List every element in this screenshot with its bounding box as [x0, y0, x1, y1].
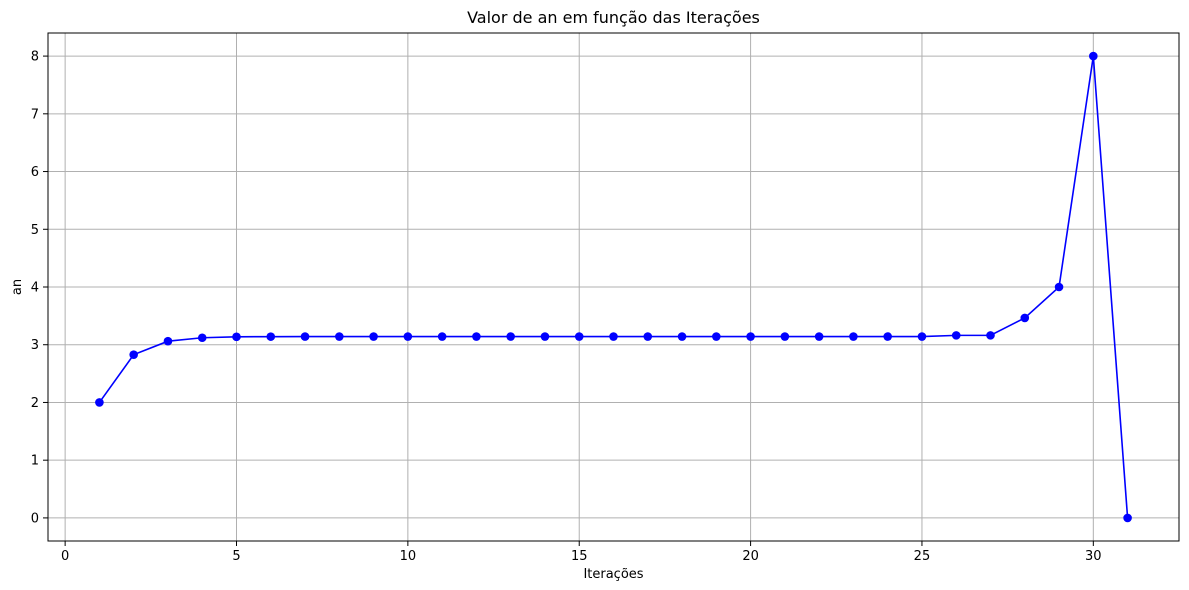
x-tick-label: 25 — [914, 549, 931, 564]
data-point — [1089, 51, 1098, 61]
chart-title: Valor de an em função das Iterações — [467, 8, 760, 27]
data-point — [780, 332, 790, 341]
x-tick-label: 20 — [742, 549, 759, 564]
y-tick-label: 4 — [31, 281, 39, 296]
y-tick-label: 6 — [31, 165, 39, 180]
data-point — [540, 332, 550, 341]
data-point — [712, 332, 721, 341]
plot-frame — [47, 32, 1180, 542]
x-tick-label: 30 — [1085, 549, 1102, 564]
data-point — [883, 332, 892, 341]
data-point — [197, 333, 207, 343]
data-point — [574, 332, 584, 341]
x-tick-label: 10 — [400, 549, 417, 564]
data-point — [986, 331, 995, 340]
data-point — [1020, 313, 1030, 323]
data-point — [369, 332, 378, 341]
x-tick-label: 5 — [232, 549, 240, 564]
x-tick-label: 0 — [61, 549, 69, 564]
data-point — [951, 331, 961, 340]
grid — [48, 33, 1179, 541]
data-point — [472, 332, 481, 341]
y-tick-label: 0 — [31, 511, 39, 526]
data-point — [163, 336, 173, 346]
x-tick-label: 15 — [571, 549, 588, 564]
data-point — [746, 332, 755, 341]
data-point — [917, 332, 927, 341]
y-tick-label: 1 — [31, 454, 39, 469]
data-point — [437, 332, 447, 341]
y-tick-label: 2 — [31, 396, 39, 411]
x-axis-label: Iterações — [583, 567, 643, 582]
data-series — [95, 51, 1132, 523]
axis-ticks: 0 5 10 15 20 25 30 0 1 2 3 4 5 6 7 8 — [31, 50, 1102, 564]
data-point — [643, 332, 653, 341]
y-tick-label: 7 — [31, 107, 39, 122]
data-point — [849, 332, 858, 341]
data-point — [1123, 513, 1132, 523]
data-point — [403, 332, 413, 341]
y-tick-label: 5 — [31, 223, 39, 238]
data-point — [129, 350, 138, 359]
data-point — [677, 332, 687, 341]
data-point — [300, 332, 310, 341]
data-point — [506, 332, 515, 341]
y-axis-label: an — [10, 279, 25, 295]
y-tick-label: 3 — [31, 338, 39, 353]
data-point — [335, 332, 344, 341]
data-point — [1054, 282, 1064, 292]
data-point — [609, 332, 618, 341]
data-point — [266, 332, 276, 341]
data-point — [232, 332, 241, 342]
data-point — [814, 332, 824, 341]
y-tick-label: 8 — [31, 50, 39, 65]
data-point — [95, 398, 104, 407]
